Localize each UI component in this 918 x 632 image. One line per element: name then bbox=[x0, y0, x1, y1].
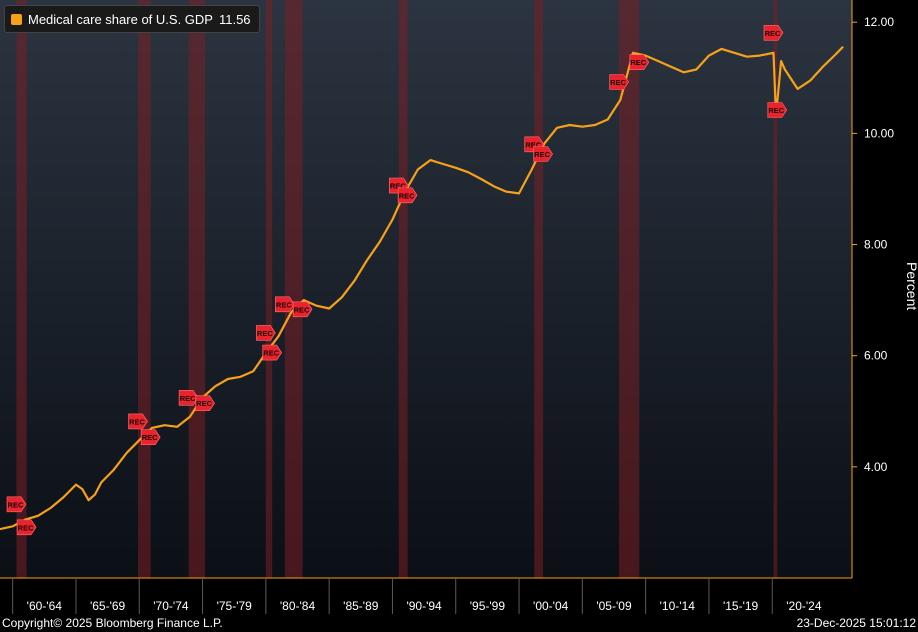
rec-marker-shape bbox=[609, 74, 629, 90]
series-lines bbox=[0, 45, 844, 531]
y-axis-ticks: 4.00 6.00 8.00 10.00 12.00 bbox=[852, 15, 894, 474]
rec-marker-shape bbox=[274, 296, 295, 313]
x-tick-label: '00-'04 bbox=[533, 599, 569, 613]
copyright-text: Copyright© 2025 Bloomberg Finance L.P. bbox=[2, 616, 223, 630]
rec-marker-shape bbox=[195, 395, 215, 412]
rec-marker-end-5: REC bbox=[292, 301, 313, 318]
rec-marker-shape bbox=[262, 344, 283, 361]
rec-marker-label: REC bbox=[257, 329, 273, 338]
rec-marker-end-6: REC bbox=[397, 187, 418, 204]
rec-marker-shape bbox=[629, 54, 650, 70]
rec-marker-label: REC bbox=[196, 399, 212, 408]
recession-band-4 bbox=[265, 0, 273, 578]
recession-band-5 bbox=[284, 0, 303, 578]
rec-marker-label: REC bbox=[263, 349, 279, 358]
rec-marker-label: REC bbox=[610, 78, 626, 87]
rec-marker-start-4: REC bbox=[256, 325, 276, 341]
recession-bands bbox=[16, 0, 778, 578]
y-tick-label: 6.00 bbox=[864, 349, 888, 363]
footer: Copyright© 2025 Bloomberg Finance L.P. 2… bbox=[0, 614, 918, 632]
rec-marker-label: REC bbox=[142, 433, 158, 442]
rec-marker-label: REC bbox=[399, 191, 415, 200]
x-axis-band bbox=[0, 578, 852, 614]
rec-marker-end-9: REC bbox=[767, 102, 788, 118]
recession-band-6 bbox=[398, 0, 408, 578]
rec-marker-start-5: REC bbox=[274, 296, 295, 313]
recession-band-2 bbox=[137, 0, 151, 578]
rec-marker-start-9: REC bbox=[763, 24, 784, 41]
x-tick-label: '05-'09 bbox=[596, 599, 632, 613]
series-line bbox=[0, 45, 844, 531]
recession-band-8 bbox=[619, 0, 640, 578]
rec-marker-end-8: REC bbox=[629, 54, 650, 70]
x-tick-label: '85-'89 bbox=[343, 599, 379, 613]
rec-marker-label: REC bbox=[390, 182, 406, 191]
rec-marker-shape bbox=[128, 413, 148, 430]
rec-marker-label: REC bbox=[294, 305, 310, 314]
x-tick-label: '75-'79 bbox=[217, 599, 253, 613]
recession-band-3 bbox=[188, 0, 206, 578]
y-tick-label: 8.00 bbox=[864, 238, 888, 252]
recession-band-9 bbox=[773, 0, 778, 578]
x-tick-label: '10-'14 bbox=[660, 599, 696, 613]
rec-marker-label: REC bbox=[18, 523, 34, 532]
rec-marker-label: REC bbox=[276, 300, 292, 309]
rec-marker-label: REC bbox=[129, 417, 145, 426]
rec-marker-shape bbox=[6, 496, 27, 513]
x-tick-label: '20-'24 bbox=[786, 599, 822, 613]
rec-marker-start-2: REC bbox=[128, 413, 148, 430]
rec-marker-shape bbox=[256, 325, 276, 341]
rec-marker-label: REC bbox=[765, 29, 781, 38]
rec-marker-shape bbox=[140, 429, 161, 446]
rec-marker-start-8: REC bbox=[609, 74, 629, 90]
rec-marker-shape bbox=[292, 301, 313, 318]
rec-marker-end-7: REC bbox=[533, 146, 553, 162]
rec-marker-shape bbox=[16, 519, 37, 536]
x-tick-label: '90-'94 bbox=[406, 599, 442, 613]
rec-marker-label: REC bbox=[525, 140, 541, 149]
plot-background bbox=[0, 0, 852, 578]
rec-marker-label: REC bbox=[768, 106, 784, 115]
rec-marker-shape bbox=[533, 146, 553, 162]
legend: Medical care share of U.S. GDP 11.56 bbox=[4, 5, 260, 33]
rec-marker-end-2: REC bbox=[140, 429, 161, 446]
y-tick-label: 10.00 bbox=[864, 126, 894, 140]
x-axis-ticks: '60-'64 '65-'69 '70-'74 '75-'79 '80-'84 '85-'… bbox=[12, 578, 822, 614]
x-tick-label: '15-'19 bbox=[723, 599, 759, 613]
x-tick-label: '80-'84 bbox=[280, 599, 316, 613]
x-tick-label: '70-'74 bbox=[153, 599, 189, 613]
y-axis-title: Percent bbox=[904, 262, 918, 311]
rec-marker-label: REC bbox=[630, 58, 646, 67]
rec-marker-shape bbox=[763, 24, 784, 41]
x-tick-label: '95-'99 bbox=[470, 599, 506, 613]
rec-marker-end-4: REC bbox=[262, 344, 283, 361]
legend-label: Medical care share of U.S. GDP bbox=[28, 11, 213, 27]
y-tick-label: 12.00 bbox=[864, 15, 894, 29]
y-tick-label: 4.00 bbox=[864, 460, 888, 474]
rec-marker-shape bbox=[397, 187, 418, 204]
legend-swatch bbox=[11, 13, 22, 25]
x-tick-label: '65-'69 bbox=[90, 599, 126, 613]
rec-marker-start-1: REC bbox=[6, 496, 27, 513]
recession-band-7 bbox=[534, 0, 544, 578]
rec-marker-end-1: REC bbox=[16, 519, 37, 536]
rec-marker-shape bbox=[767, 102, 788, 118]
recession-markers: RECRECRECRECRECRECRECRECRECRECRECRECRECR… bbox=[6, 24, 788, 536]
timestamp-text: 23-Dec-2025 15:01:12 bbox=[796, 616, 916, 630]
recession-band-1 bbox=[16, 0, 27, 578]
legend-value: 11.56 bbox=[218, 11, 251, 27]
rec-marker-label: REC bbox=[8, 500, 24, 509]
rec-marker-label: REC bbox=[534, 150, 550, 159]
rec-marker-label: REC bbox=[180, 394, 196, 403]
x-tick-label: '60-'64 bbox=[27, 599, 63, 613]
rec-marker-end-3: REC bbox=[195, 395, 215, 412]
